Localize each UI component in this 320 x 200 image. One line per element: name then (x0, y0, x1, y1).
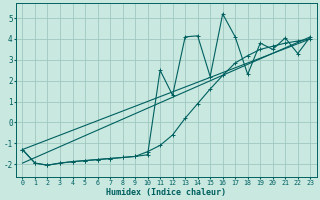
X-axis label: Humidex (Indice chaleur): Humidex (Indice chaleur) (106, 188, 226, 197)
